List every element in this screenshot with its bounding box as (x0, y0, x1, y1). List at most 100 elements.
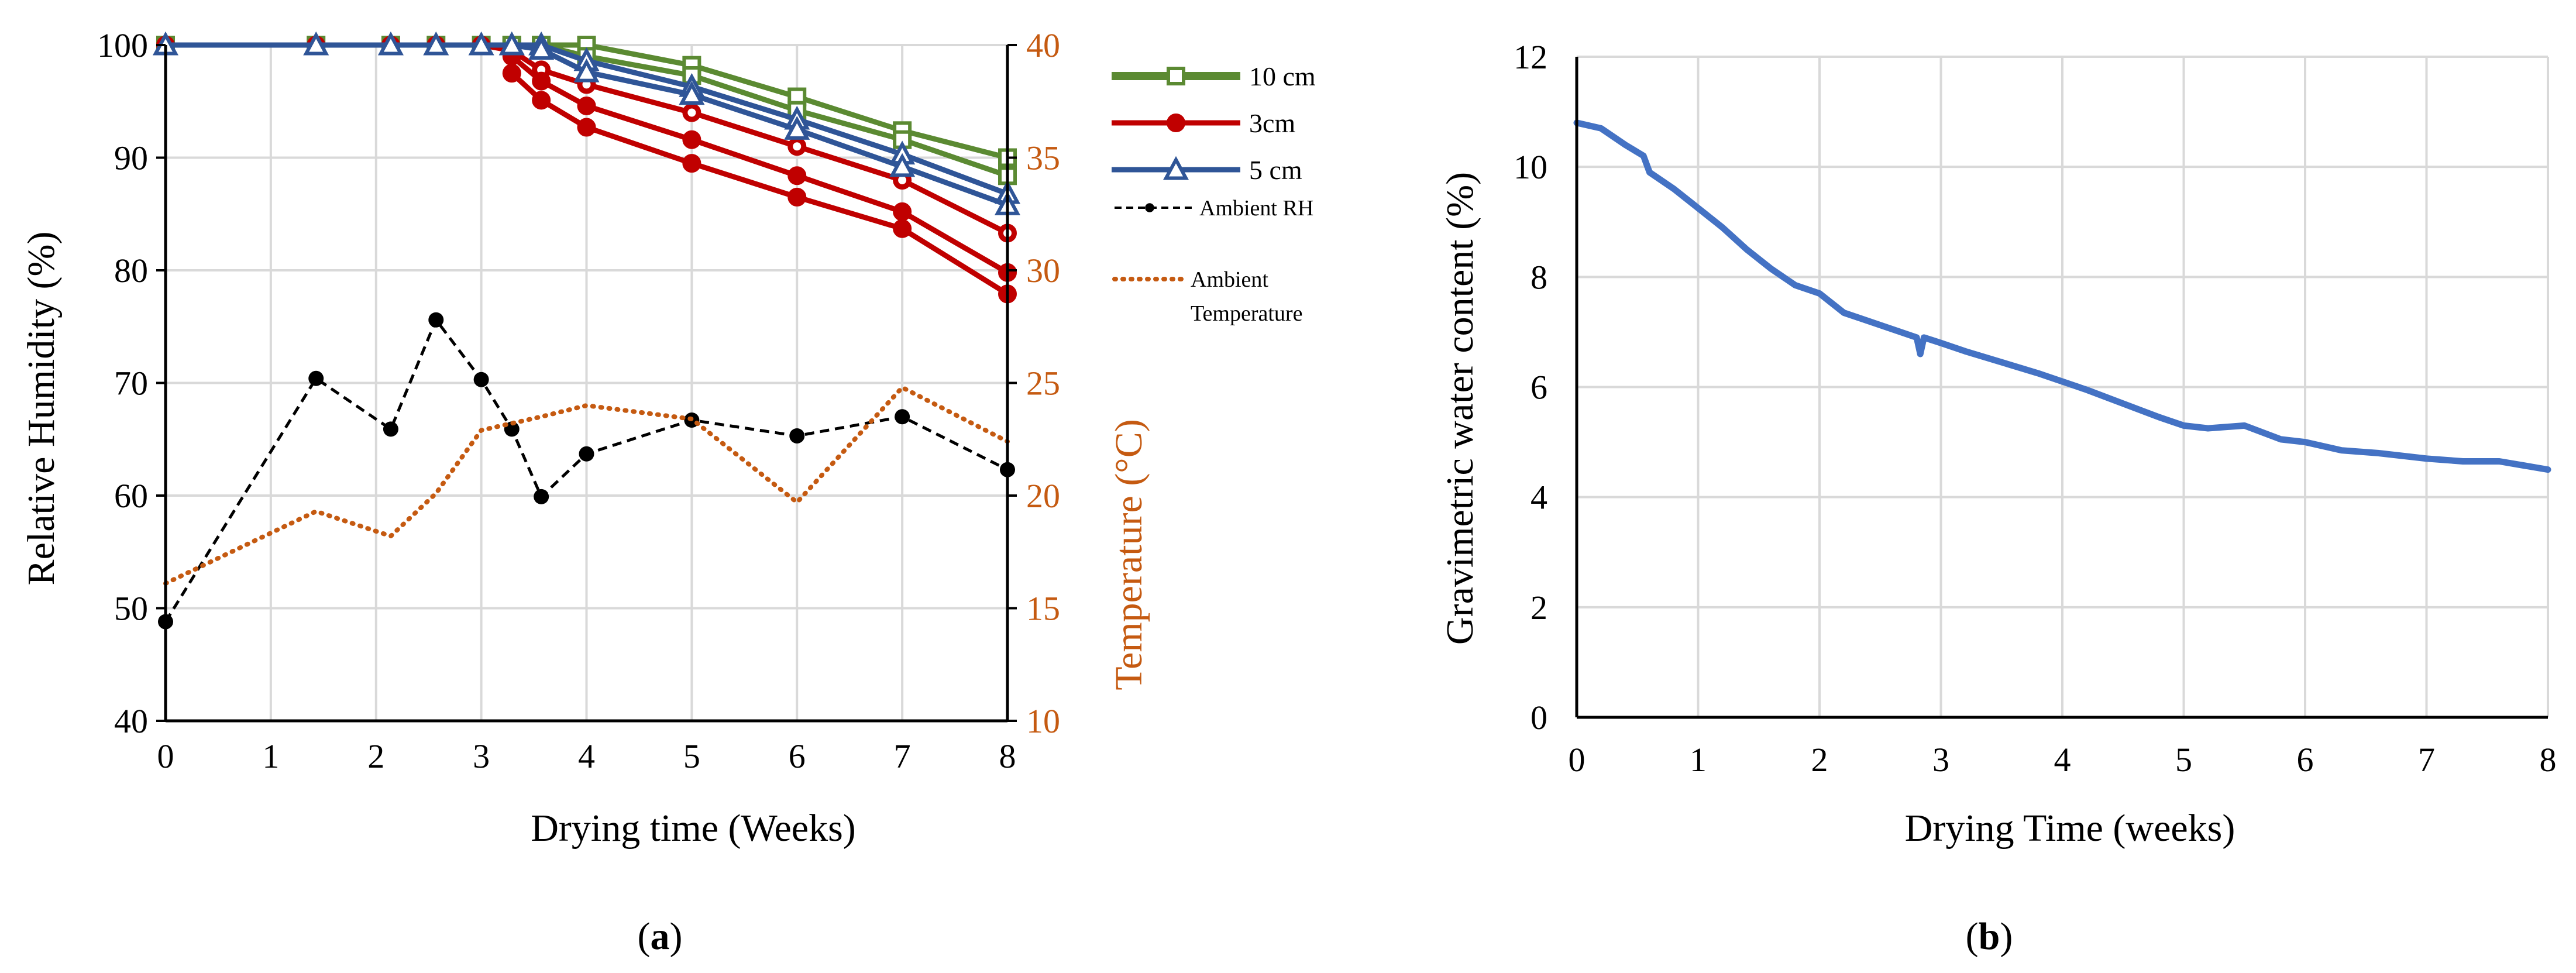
chart-a-point-3-5 (893, 202, 912, 221)
chart-b-caption-close: ) (2000, 915, 2013, 958)
chart-a-point-4-5 (893, 219, 912, 238)
chart-a-y-tick-label: 60 (114, 477, 148, 515)
chart-a-x-tick-label: 3 (473, 737, 490, 775)
chart-a-point-4-3 (682, 154, 701, 173)
chart-a-legend-label-ambient_rh: Ambient RH (1199, 196, 1313, 221)
chart-b-caption: (b) (1966, 915, 2013, 958)
chart-a-caption-close: ) (670, 915, 683, 958)
chart-a-x-tick-label: 1 (262, 737, 279, 775)
chart-b-caption-open: ( (1966, 915, 1979, 958)
chart-a-point-3-4 (787, 166, 807, 185)
chart-b-x-axis-title: Drying Time (weeks) (1905, 807, 2235, 850)
chart-a-series-line-8 (163, 385, 1010, 586)
chart-b-x-tick-label: 5 (2175, 741, 2192, 779)
chart-b-y-tick-label: 8 (1531, 258, 1547, 296)
chart-a-x-tick-label: 8 (999, 737, 1016, 775)
chart-a-x-axis-title: Drying time (Weeks) (531, 807, 856, 850)
chart-a-y-tick-label: 70 (114, 365, 148, 403)
chart-a-y2-tick-label: 15 (1026, 590, 1060, 628)
chart-b-y-tick-label: 0 (1531, 699, 1547, 737)
chart-a-legend-label-ten_cm: 10 cm (1249, 61, 1316, 91)
chart-a-legend-label-five_cm: 5 cm (1249, 155, 1302, 185)
chart-a-point-highlight (687, 108, 696, 117)
chart-a-legend-label-ambient-temp-1: Ambient (1191, 267, 1268, 292)
chart-a-point-7-9 (789, 428, 805, 443)
chart-a-caption-letter: a (651, 915, 670, 958)
chart-a-legend-label-ambient-temp-2: Temperature (1191, 301, 1302, 326)
chart-a-y2-tick-label: 35 (1026, 139, 1060, 177)
chart-a-point-7-3 (428, 312, 444, 328)
chart-a-x-tick-label: 6 (789, 737, 806, 775)
chart-a-y-tick-label: 40 (114, 702, 148, 740)
chart-a-y2-tick-label: 20 (1026, 477, 1060, 515)
chart-a-point-3-2 (577, 96, 596, 115)
chart-b-series (1573, 119, 2551, 473)
chart-a-y-tick-label: 50 (114, 590, 148, 628)
chart-a-y-axis-title: Relative Humidity (%) (20, 232, 63, 586)
chart-b-x-tick-label: 3 (1932, 741, 1949, 779)
chart-a-tick-labels: 0 1 2 3 4 5 6 7 8 40 50 60 70 80 90 100 10 15 20 25 30 35 40 (97, 26, 1060, 775)
chart-a-point-7-2 (383, 421, 398, 437)
chart-b-y-tick-label: 12 (1514, 38, 1547, 76)
chart-a-axes (156, 44, 1017, 723)
chart-a-point-4-4 (787, 187, 807, 207)
chart-b-y-axis-title: Gravimetric water content (%) (1439, 172, 1481, 645)
chart-a-point-5-1 (303, 31, 329, 56)
chart-a-point-7-7 (579, 446, 594, 462)
chart-a-x-tick-label: 7 (894, 737, 911, 775)
chart-a-legend-marker-three_cm (1167, 114, 1185, 132)
chart-b-x-tick-label: 2 (1811, 741, 1828, 779)
chart-a-point-7-10 (895, 409, 910, 425)
chart-a-point-7-1 (308, 370, 324, 386)
chart-a-point-highlight (582, 80, 591, 89)
chart-a-point-6-0 (498, 31, 525, 56)
chart-b-y-tick-label: 2 (1531, 589, 1547, 627)
chart-a-point-6-5 (889, 153, 916, 177)
chart-a-point-7-4 (473, 372, 489, 387)
chart-a-point-6-3 (679, 81, 705, 105)
chart-b-x-tick-label: 8 (2540, 741, 2557, 779)
chart-a-point-6-1 (528, 36, 555, 60)
chart-a-point-highlight (793, 142, 802, 151)
chart-b-x-tick-label: 7 (2418, 741, 2435, 779)
chart-a-legend-marker-five_cm (1163, 156, 1189, 180)
chart-a-point-1-5 (893, 130, 912, 149)
chart-a-legend-marker-ambient_rh (1145, 203, 1154, 212)
chart-a-y2-tick-label: 30 (1026, 252, 1060, 290)
chart-a-point-6-4 (784, 116, 810, 140)
chart-a-y2-tick-label: 40 (1026, 26, 1060, 64)
chart-a-x-tick-label: 5 (683, 737, 700, 775)
chart-a-y2-tick-label: 10 (1026, 702, 1060, 740)
chart-a-y-tick-label: 80 (114, 252, 148, 290)
chart-a-point-3-1 (532, 71, 551, 91)
chart-a-y2-axis-title: Temperature (°C) (1108, 419, 1150, 690)
chart-b-series-line (1573, 119, 2551, 473)
chart-b-caption-letter: b (1979, 915, 2000, 958)
chart-a-legend-label-three_cm: 3cm (1249, 108, 1295, 138)
chart-b-x-tick-label: 6 (2297, 741, 2314, 779)
chart-a-point-5-4 (468, 31, 494, 56)
chart-a-point-4-0 (502, 64, 521, 83)
chart-b-gridlines (1577, 56, 2549, 717)
chart-a-caption: (a) (638, 915, 683, 958)
chart-a-legend: 10 cm 3cm 5 cm Ambient RH Ambient Temperature (1112, 61, 1316, 326)
chart-b-y-tick-label: 4 (1531, 479, 1547, 517)
chart-a-point-3-3 (682, 130, 701, 149)
chart-a: 0 1 2 3 4 5 6 7 8 40 50 60 70 80 90 100 10 15 20 25 30 35 40 D… (20, 26, 1316, 958)
chart-a-point-highlight (537, 66, 546, 74)
chart-b-x-tick-label: 4 (2054, 741, 2071, 779)
chart-b-axes (1575, 57, 2548, 719)
chart-a-series (152, 31, 1021, 630)
chart-a-point-4-1 (532, 91, 551, 110)
chart-a-point-6-2 (573, 58, 600, 82)
chart-a-point-5-2 (377, 31, 404, 56)
chart-a-point-5-3 (423, 31, 449, 56)
chart-b-x-tick-label: 0 (1569, 741, 1586, 779)
chart-a-x-tick-label: 0 (157, 737, 174, 775)
chart-a-y2-tick-label: 25 (1026, 365, 1060, 403)
chart-a-y-tick-label: 100 (97, 26, 148, 64)
chart-a-x-tick-label: 4 (578, 737, 595, 775)
